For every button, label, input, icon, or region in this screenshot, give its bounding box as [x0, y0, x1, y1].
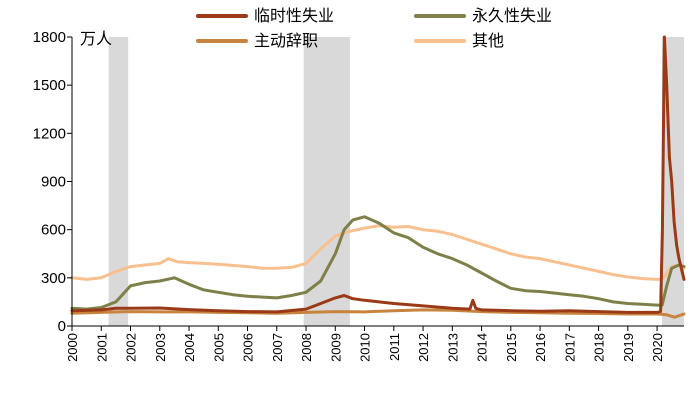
legend-label-0: 临时性失业 [254, 6, 334, 25]
series-line-1 [70, 215, 686, 311]
x-tick-label-1: 2001 [94, 333, 109, 362]
x-tick-label-16: 2016 [533, 333, 548, 362]
series-line-0 [70, 35, 686, 314]
y-tick-label-6: 1800 [33, 29, 66, 46]
series-line-2 [70, 308, 686, 319]
axes [71, 37, 684, 327]
x-tick-label-8: 2008 [299, 333, 314, 362]
series-line-3 [70, 224, 686, 281]
x-tick-label-3: 2003 [153, 333, 168, 362]
y-tick-label-1: 300 [41, 270, 66, 287]
x-tick-label-11: 2011 [387, 333, 402, 361]
x-tick-label-18: 2018 [592, 333, 607, 362]
series-lines [70, 35, 686, 319]
y-ticks: 0 300 600 900 1200 1500 1800 [33, 29, 72, 335]
x-tick-label-4: 2004 [182, 333, 197, 362]
x-tick-label-13: 2013 [445, 333, 460, 362]
x-tick-label-10: 2010 [358, 333, 373, 362]
legend-label-3: 其他 [472, 31, 504, 50]
x-tick-label-20: 2020 [650, 333, 665, 362]
x-tick-label-0: 2000 [65, 333, 80, 362]
x-tick-label-12: 2012 [416, 333, 431, 362]
x-tick-label-5: 2005 [211, 333, 226, 362]
recession-band-0 [108, 37, 129, 326]
y-tick-label-3: 900 [41, 174, 66, 191]
legend-label-2: 主动辞职 [254, 31, 318, 50]
y-tick-label-0: 0 [58, 318, 66, 335]
y-tick-label-2: 600 [41, 222, 66, 239]
x-ticks: 2000 2001 2002 2003 2004 2005 2006 2007 2008 2009… [65, 326, 665, 362]
x-tick-label-9: 2009 [328, 333, 343, 362]
x-tick-label-15: 2015 [504, 333, 519, 362]
y-tick-label-4: 1200 [33, 125, 66, 142]
y-tick-label-5: 1500 [33, 77, 66, 94]
recession-bands [108, 37, 684, 326]
x-tick-label-14: 2014 [475, 333, 490, 362]
y-unit-label: 万人 [80, 29, 112, 48]
x-tick-label-2: 2002 [124, 333, 139, 362]
legend-label-1: 永久性失业 [472, 6, 552, 25]
x-tick-label-17: 2017 [562, 333, 577, 362]
x-tick-label-7: 2007 [270, 333, 285, 362]
x-tick-label-6: 2006 [241, 333, 256, 362]
recession-band-1 [303, 37, 350, 326]
x-tick-label-19: 2019 [621, 333, 636, 362]
